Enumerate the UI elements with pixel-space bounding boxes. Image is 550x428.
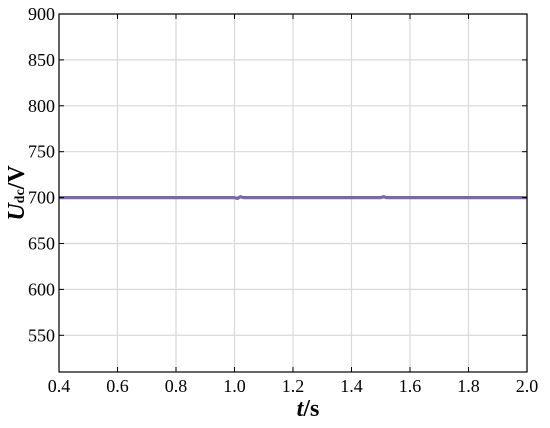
y-tick-label: 600	[28, 279, 55, 299]
tick-labels: 0.4 0.6 0.8 1.0 1.2 1.4 1.6 1.8 2.0 550 600 650 700 7…	[28, 4, 538, 396]
y-tick-label: 900	[28, 4, 55, 24]
y-axis-title: Udc/V	[4, 165, 30, 221]
x-tick-label: 1.2	[282, 376, 305, 396]
ticks	[58, 13, 528, 372]
y-tick-label: 850	[28, 50, 55, 70]
y-tick-label: 800	[28, 96, 55, 116]
x-axis-title: t/s	[297, 396, 320, 422]
x-tick-label: 1.0	[223, 376, 246, 396]
x-tick-label: 1.4	[340, 376, 363, 396]
x-tick-label: 2.0	[516, 376, 539, 396]
y-tick-label: 700	[28, 188, 55, 208]
series-line	[59, 195, 527, 201]
y-tick-label: 550	[28, 325, 55, 345]
x-tick-label: 1.8	[457, 376, 480, 396]
y-tick-label: 750	[28, 142, 55, 162]
x-tick-label: 1.6	[399, 376, 422, 396]
x-tick-label: 0.6	[106, 376, 129, 396]
x-tick-label: 0.8	[165, 376, 188, 396]
series-layer	[59, 195, 527, 201]
y-tick-label: 650	[28, 233, 55, 253]
x-tick-label: 0.4	[48, 376, 71, 396]
